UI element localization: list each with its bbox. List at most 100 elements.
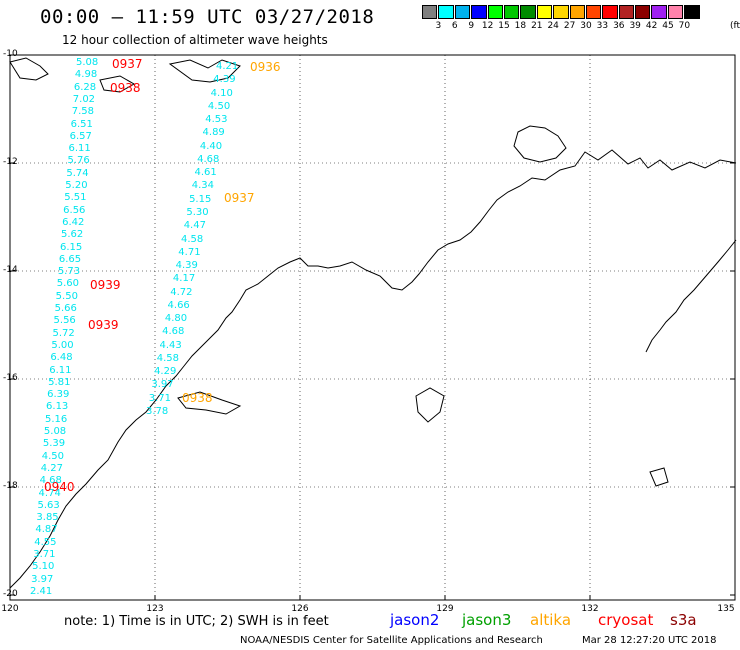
wave-height-value: 4.10: [210, 87, 233, 99]
lat-label: -16: [3, 373, 18, 383]
wave-height-value: 7.58: [71, 106, 94, 118]
wave-height-value: 6.48: [50, 352, 73, 364]
lon-label: 126: [291, 604, 309, 614]
color-scale-swatch: [422, 5, 438, 19]
wave-height-value: 4.39: [213, 74, 236, 86]
color-scale-swatch: [651, 5, 667, 19]
wave-height-value: 6.57: [69, 130, 92, 142]
color-scale-swatch: [602, 5, 618, 19]
color-scale-label: 12: [481, 21, 494, 31]
wave-height-value: 2.41: [30, 586, 53, 597]
map-border: [9, 54, 736, 601]
wave-height-value: 6.65: [58, 253, 82, 265]
lat-label: -14: [3, 265, 18, 275]
coastline-north-peninsula: [513, 125, 567, 163]
wave-height-value: 5.62: [61, 229, 84, 241]
wave-height-value: 6.28: [73, 81, 97, 93]
wave-height-value: 4.50: [207, 100, 231, 112]
pass-time-label: 0939: [90, 278, 121, 292]
wave-height-value: 6.51: [70, 118, 93, 130]
wave-height-value: 6.42: [62, 216, 85, 228]
coastline-island-a: [9, 57, 49, 81]
wave-height-value: 4.68: [39, 475, 62, 487]
coastline: [9, 57, 737, 589]
wave-height-value: 5.51: [64, 192, 87, 204]
credit-line: NOAA/NESDIS Center for Satellite Applica…: [240, 635, 543, 646]
color-scale-swatch: [553, 5, 569, 19]
lat-label: -12: [3, 157, 18, 167]
color-scale-label: 70: [678, 21, 691, 31]
wave-height-value: 7.02: [72, 93, 96, 105]
wave-height-value: 5.10: [32, 561, 55, 573]
satellite-legend-item: jason2: [390, 611, 440, 629]
wave-height-value: 5.16: [44, 413, 68, 425]
pass-time-label: 0937: [112, 57, 143, 71]
wave-height-value: 4.89: [202, 127, 225, 139]
wave-height-value: 3.97: [31, 573, 54, 585]
wave-height-value: 5.08: [76, 57, 99, 68]
wave-height-value: 3.85: [36, 512, 59, 524]
coastline-east: [645, 239, 737, 353]
color-scale-label: 21: [531, 21, 543, 31]
color-scale-swatch: [569, 5, 585, 19]
color-scale-label: 36: [613, 21, 625, 31]
lat-label: -18: [3, 481, 18, 491]
lon-label: 132: [581, 604, 599, 614]
color-scale-unit: (ft): [730, 21, 740, 31]
pass-time-label: 0940: [44, 480, 75, 494]
wave-height-value: 5.15: [189, 193, 212, 205]
map-graticule: [9, 54, 736, 601]
color-scale-swatch: [585, 5, 602, 19]
color-scale-swatch: [438, 5, 454, 19]
coastline-island-b: [168, 59, 241, 83]
wave-height-value: 4.43: [159, 339, 182, 351]
wave-height-value: 4.21: [216, 61, 239, 72]
coastline-island-d: [415, 387, 445, 423]
wave-height-value: 5.66: [54, 303, 77, 315]
color-scale-label: 9: [468, 21, 475, 31]
color-scale-swatch: [667, 5, 684, 19]
wave-height-value: 4.80: [164, 313, 188, 325]
wave-height-value: 6.39: [47, 389, 70, 401]
color-scale-label: 6: [451, 21, 458, 31]
wave-height-value: 4.47: [183, 220, 206, 232]
wave-height-value: 4.39: [175, 260, 198, 272]
wave-height-value: 5.76: [67, 155, 90, 167]
wave-height-value: 5.20: [65, 180, 88, 192]
wave-height-value: 4.50: [41, 450, 65, 462]
wave-height-value: 4.68: [197, 153, 220, 165]
pass-time-label: 0938: [182, 391, 213, 405]
color-scale-label: 42: [645, 21, 658, 31]
color-scale-label: 27: [563, 21, 576, 31]
color-scale-labels: 3 6 9 12 15 18 21 24 27 30 33 36 39 42 45 70: [422, 21, 738, 33]
lon-label: 129: [436, 604, 454, 614]
wave-height-value: 3.97: [151, 379, 174, 391]
wave-height-value: 4.74: [38, 487, 61, 499]
satellite-legend-item: s3a: [670, 611, 697, 629]
color-scale-label: 33: [596, 21, 609, 31]
wave-height-value: 4.17: [172, 273, 196, 285]
color-scale-swatch: [471, 5, 487, 19]
pass-time-label: 0938: [110, 81, 141, 95]
wave-height-value: 4.34: [191, 180, 215, 192]
wave-height-value: 5.39: [42, 438, 66, 450]
wave-height-value: 4.61: [194, 167, 217, 179]
color-scale-swatch: [520, 5, 536, 19]
coastline-mainland: [9, 149, 737, 589]
wave-height-value: 4.98: [74, 69, 98, 81]
pass-time-label: 0937: [224, 191, 255, 205]
lon-label: 135: [717, 604, 735, 614]
wave-height-value: 6.13: [46, 401, 69, 413]
color-scale-swatch: [536, 5, 553, 19]
map-title: 00:00 – 11:59 UTC 03/27/2018: [40, 6, 375, 28]
wave-height-value: 4.40: [199, 140, 223, 152]
satellite-legend-item: altika: [530, 611, 572, 629]
color-scale-swatch: [487, 5, 503, 19]
wave-height-value: 5.56: [53, 315, 76, 327]
wave-height-value: 5.81: [48, 376, 71, 388]
color-scale-swatch: [503, 5, 520, 19]
color-scale-label: 39: [629, 21, 641, 31]
pass-time-label: 0939: [88, 318, 119, 332]
lon-label: 120: [1, 604, 19, 614]
wave-height-value: 5.50: [55, 290, 78, 302]
